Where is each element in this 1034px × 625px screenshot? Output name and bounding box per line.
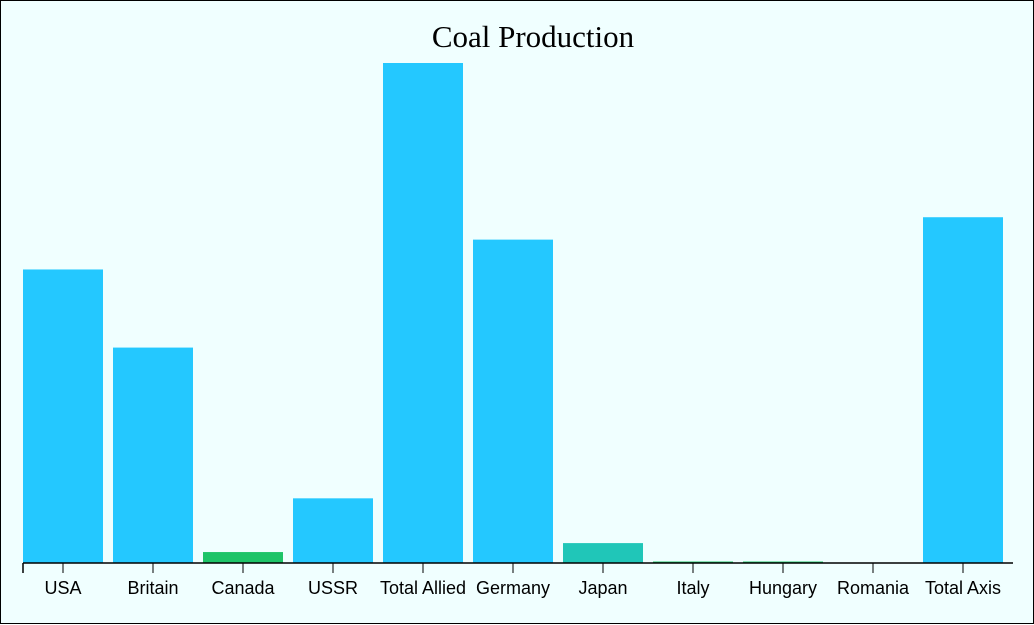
x-tick-label: USSR [308, 578, 358, 598]
x-tick-labels-group: USA Britain Canada USSR Total Allied Germany J… [44, 578, 1001, 598]
bars-group [23, 63, 1003, 563]
bar-ussr [293, 498, 373, 563]
bar-usa [23, 269, 103, 563]
x-tick-label: Canada [211, 578, 275, 598]
x-tick-label: Germany [476, 578, 550, 598]
x-tick-label: Total Allied [380, 578, 466, 598]
bar-total-axis [923, 217, 1003, 563]
x-tick-label: Total Axis [925, 578, 1001, 598]
bar-germany [473, 239, 553, 563]
x-tick-label: Japan [578, 578, 627, 598]
bar-japan [563, 543, 643, 563]
x-tick-label: Hungary [749, 578, 817, 598]
x-ticks-group [22, 563, 964, 573]
chart-title: Coal Production [432, 19, 635, 54]
x-tick-label: Italy [676, 578, 709, 598]
bar-britain [113, 347, 193, 563]
x-tick-label: Romania [837, 578, 910, 598]
bar-total-allied [383, 63, 463, 563]
bar-canada [203, 552, 283, 563]
x-tick-label: USA [44, 578, 81, 598]
x-tick-label: Britain [127, 578, 178, 598]
